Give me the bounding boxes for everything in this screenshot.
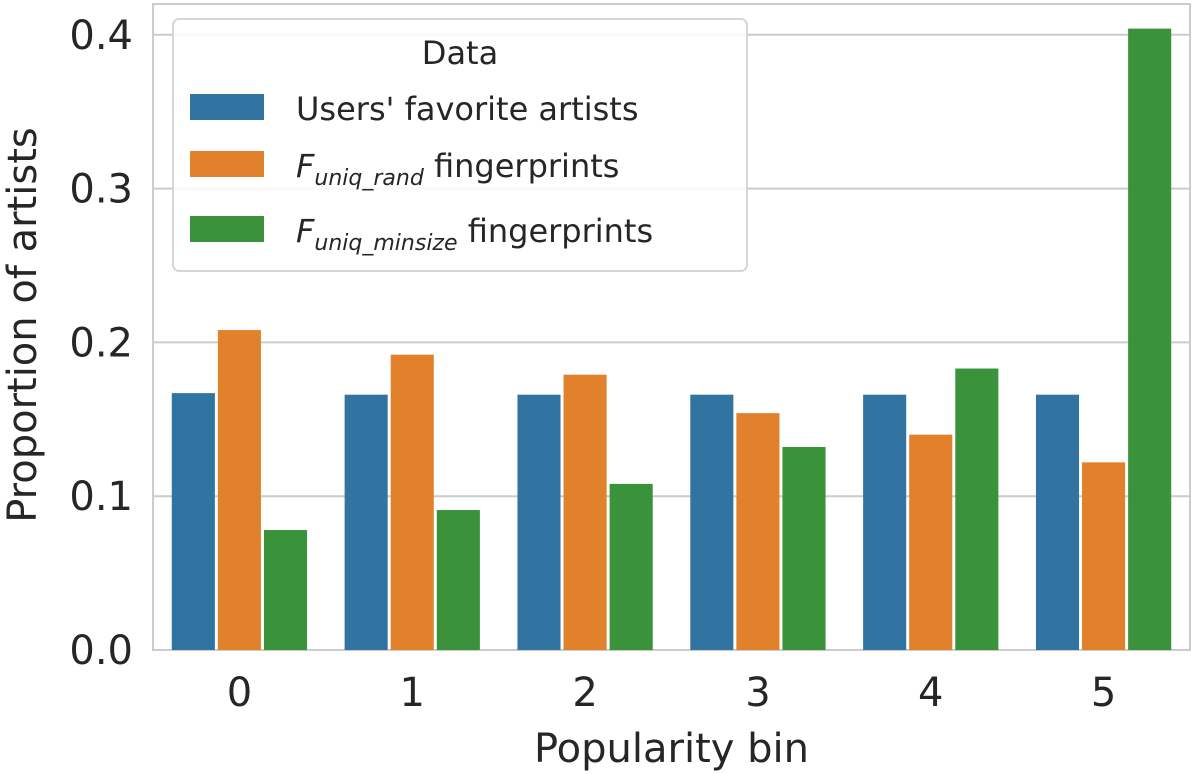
y-tick-label: 0.4 bbox=[69, 13, 133, 59]
y-tick-label: 0.3 bbox=[69, 167, 133, 213]
legend-label: Funiq_rand fingerprints bbox=[296, 147, 619, 191]
y-tick-label: 0.1 bbox=[69, 474, 133, 520]
legend-swatch bbox=[190, 94, 264, 120]
y-axis-ticks: 0.0 0.1 0.2 0.3 0.4 bbox=[69, 13, 133, 674]
x-tick-label: 5 bbox=[1091, 670, 1116, 716]
legend-label: Funiq_minsize fingerprints bbox=[296, 212, 653, 256]
legend-box bbox=[172, 18, 748, 272]
bar-1-1 bbox=[390, 354, 434, 650]
y-tick-label: 0.0 bbox=[69, 628, 133, 674]
bar-0-0 bbox=[171, 393, 215, 650]
bar-4-1 bbox=[909, 434, 953, 650]
legend-entry: Funiq_rand fingerprints bbox=[190, 147, 619, 191]
y-axis-label: Proportion of artists bbox=[0, 127, 46, 523]
bar-2-0 bbox=[517, 394, 561, 650]
x-tick-label: 3 bbox=[745, 670, 770, 716]
bar-3-0 bbox=[690, 394, 734, 650]
legend-title: Data bbox=[422, 34, 498, 72]
bar-3-2 bbox=[782, 446, 826, 650]
bar-1-0 bbox=[344, 394, 388, 650]
bar-5-0 bbox=[1035, 394, 1080, 650]
bar-0-2 bbox=[263, 530, 308, 650]
x-tick-label: 2 bbox=[572, 670, 597, 716]
bar-0-1 bbox=[217, 330, 261, 650]
legend-label: Users' favorite artists bbox=[296, 90, 639, 128]
bar-1-2 bbox=[436, 510, 480, 650]
bar-3-1 bbox=[736, 413, 780, 650]
x-axis-label: Popularity bin bbox=[534, 726, 809, 772]
legend-swatch bbox=[190, 216, 264, 242]
bar-2-2 bbox=[609, 483, 653, 650]
y-tick-label: 0.2 bbox=[69, 320, 133, 366]
plot-border bbox=[152, 3, 1191, 651]
legend-entry: Funiq_minsize fingerprints bbox=[190, 212, 653, 256]
x-tick-label: 0 bbox=[227, 670, 252, 716]
bar-4-2 bbox=[955, 368, 999, 650]
legend: Data Users' favorite artists Funiq_rand f… bbox=[172, 18, 748, 272]
legend-entry: Users' favorite artists bbox=[190, 90, 639, 128]
bars bbox=[171, 28, 1172, 651]
bar-4-0 bbox=[863, 394, 907, 650]
x-tick-label: 1 bbox=[400, 670, 425, 716]
legend-entries: Users' favorite artists Funiq_rand finger… bbox=[190, 90, 653, 256]
plot-frame bbox=[152, 3, 1191, 651]
x-tick-label: 4 bbox=[918, 670, 943, 716]
bar-5-2 bbox=[1128, 28, 1172, 651]
bar-2-1 bbox=[563, 374, 607, 650]
legend-swatch bbox=[190, 151, 264, 177]
x-axis-ticks: 0 1 2 3 4 5 bbox=[227, 670, 1117, 716]
bar-5-1 bbox=[1082, 462, 1126, 650]
